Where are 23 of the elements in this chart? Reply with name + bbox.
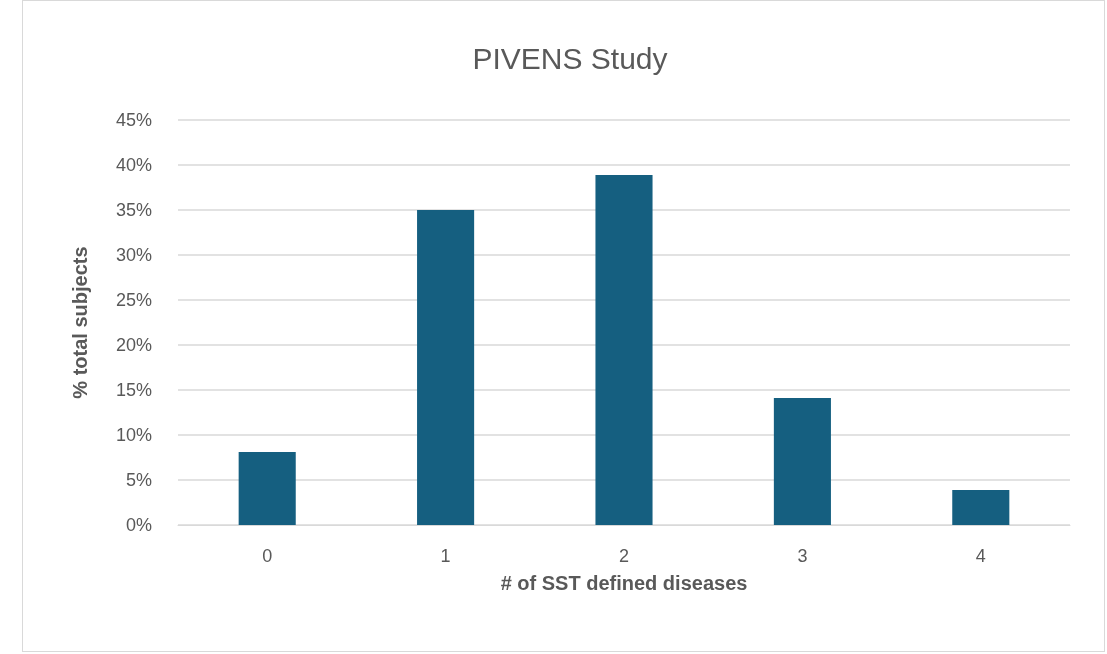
x-axis-title: # of SST defined diseases bbox=[500, 572, 748, 594]
y-tick-label: 15% bbox=[115, 380, 152, 400]
x-tick-label: 3 bbox=[797, 546, 808, 566]
chart-title: PIVENS Study bbox=[472, 41, 668, 75]
y-tick-label: 45% bbox=[115, 110, 152, 130]
y-tick-label: 20% bbox=[115, 335, 152, 355]
x-tick-label: 4 bbox=[975, 546, 986, 566]
x-tick-label: 1 bbox=[440, 546, 451, 566]
y-tick-label: 35% bbox=[115, 200, 152, 220]
x-tick-label: 0 bbox=[262, 546, 273, 566]
y-axis-title: % total subjects bbox=[69, 246, 91, 399]
y-tick-label: 30% bbox=[115, 245, 152, 265]
y-tick-label: 10% bbox=[115, 425, 152, 445]
y-tick-label: 40% bbox=[115, 155, 152, 175]
x-tick-label: 2 bbox=[618, 546, 630, 566]
bar bbox=[952, 489, 1010, 525]
bar bbox=[417, 210, 475, 525]
bar bbox=[595, 174, 653, 525]
bar bbox=[773, 398, 831, 525]
y-tick-label: 0% bbox=[125, 515, 152, 535]
bar bbox=[238, 452, 296, 525]
y-tick-label: 25% bbox=[115, 290, 152, 310]
y-tick-label: 5% bbox=[125, 470, 152, 490]
